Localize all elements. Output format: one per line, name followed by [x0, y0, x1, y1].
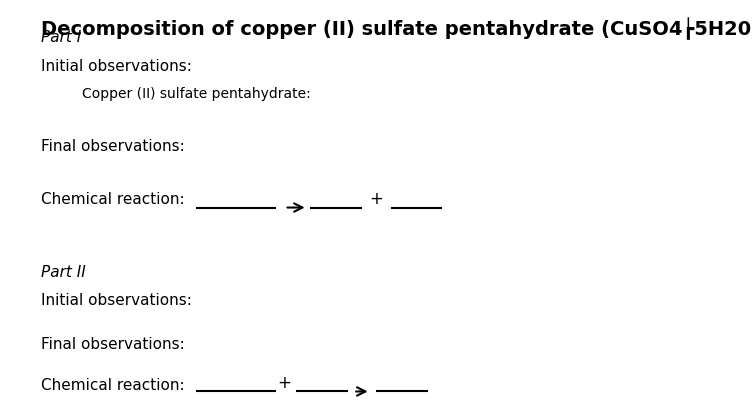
Text: Decomposition of copper (II) sulfate pentahydrate (CuSO4┢5H20): Decomposition of copper (II) sulfate pen… [41, 18, 752, 40]
Text: Chemical reaction:: Chemical reaction: [41, 378, 185, 393]
Text: Part I: Part I [41, 30, 82, 45]
Text: +: + [277, 374, 292, 392]
Text: +: + [369, 190, 383, 208]
Text: Chemical reaction:: Chemical reaction: [41, 192, 185, 207]
Text: Part II: Part II [41, 265, 86, 280]
Text: Initial observations:: Initial observations: [41, 293, 193, 308]
Text: Final observations:: Final observations: [41, 140, 185, 154]
Text: Copper (II) sulfate pentahydrate:: Copper (II) sulfate pentahydrate: [81, 88, 311, 101]
Text: Initial observations:: Initial observations: [41, 59, 193, 74]
Text: Final observations:: Final observations: [41, 337, 185, 352]
